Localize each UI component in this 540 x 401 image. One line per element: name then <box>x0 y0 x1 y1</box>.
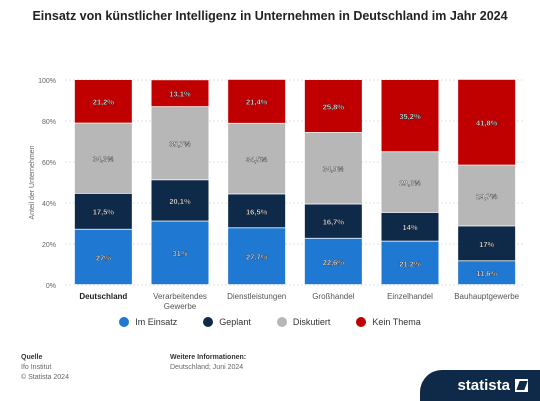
bar-segment <box>74 229 132 285</box>
x-tick-label: Bauhauptgewerbe <box>454 292 519 301</box>
bar-segment <box>304 204 362 238</box>
bar-segment <box>381 80 439 152</box>
data-label: 31% <box>172 249 187 258</box>
bar-segment <box>381 241 439 285</box>
footer: Quelle Ifo Institut © Statista 2024 Weit… <box>0 342 540 401</box>
data-label: 29,7% <box>476 192 498 201</box>
data-label: 21,2% <box>399 259 421 268</box>
x-tick-label: Verarbeitendes <box>153 292 207 301</box>
y-tick-label: 20% <box>42 242 56 249</box>
legend-swatch <box>203 317 214 327</box>
copyright-text: © Statista 2024 <box>21 374 69 381</box>
x-tick-label: Dienstleistungen <box>227 292 286 301</box>
y-tick-label: 0% <box>46 283 56 290</box>
data-label: 16,7% <box>323 218 345 227</box>
bar-segment <box>381 152 439 213</box>
data-label: 27,7% <box>246 253 268 262</box>
chart-area: 0% 20% 40% 60% 80% 100% Anteil der Unternehmen… <box>29 78 525 311</box>
data-label: 14% <box>402 223 417 232</box>
data-label: 34,9% <box>323 165 345 174</box>
legend-label: Kein Thema <box>372 317 421 327</box>
y-tick-label: 60% <box>42 160 56 167</box>
legend-swatch <box>356 317 367 327</box>
x-tick-label: Gewerbe <box>164 302 197 311</box>
chart-title: Einsatz von künstlicher Intelligenz in U… <box>32 9 508 23</box>
data-label: 22,6% <box>323 258 345 267</box>
bar-segment <box>304 80 362 133</box>
y-tick-label: 40% <box>42 201 56 208</box>
source-publisher[interactable]: Ifo Institut <box>21 364 52 371</box>
y-tick-label: 100% <box>38 78 56 85</box>
data-label: 34,3% <box>93 155 115 164</box>
data-label: 11,6% <box>476 269 497 278</box>
legend-item[interactable]: Diskutiert <box>276 317 331 327</box>
source-label: Quelle <box>21 354 43 361</box>
bar-segment <box>228 228 286 285</box>
legend-item[interactable]: Kein Thema <box>356 317 421 327</box>
data-label: 27% <box>96 253 111 262</box>
chart-legend: Im Einsatz Geplant Diskutiert Kein Thema <box>0 317 540 327</box>
bar-segment <box>74 123 132 193</box>
bar-segment <box>458 165 516 226</box>
stacked-bar-chart: 0% 20% 40% 60% 80% 100% Anteil der Unternehmen… <box>29 78 525 311</box>
data-label: 35,2% <box>399 112 421 121</box>
bar-segment <box>151 107 209 180</box>
info-label: Weitere Informationen: <box>170 354 247 361</box>
data-label: 41,8% <box>476 119 498 128</box>
y-axis-label: Anteil der Unternehmen <box>29 145 36 219</box>
y-tick-label: 80% <box>42 119 56 126</box>
bar-segment <box>304 132 362 204</box>
bar-segment <box>458 79 516 165</box>
data-label: 25,8% <box>323 102 345 111</box>
bar-segment <box>151 221 209 285</box>
data-label: 16,5% <box>246 207 268 216</box>
legend-label: Im Einsatz <box>135 317 178 327</box>
legend-label: Diskutiert <box>292 317 331 327</box>
statista-logo[interactable]: statista <box>420 370 540 401</box>
bar-segment <box>151 180 209 221</box>
bar-segment <box>458 261 516 285</box>
bar-segment <box>228 79 286 123</box>
data-label: 20,1% <box>169 197 191 206</box>
data-label: 13,1% <box>169 90 191 99</box>
legend-item[interactable]: Geplant <box>203 317 251 327</box>
bar-segment <box>381 212 439 241</box>
data-label: 29,6% <box>399 179 421 188</box>
bar-segment <box>228 194 286 228</box>
data-label: 34,5% <box>246 155 268 164</box>
bar-segment <box>74 80 132 123</box>
legend-item[interactable]: Im Einsatz <box>119 317 177 327</box>
x-tick-label: Deutschland <box>79 292 127 301</box>
statista-logo-icon <box>515 379 528 392</box>
legend-label: Geplant <box>219 317 251 327</box>
data-label: 21,2% <box>93 98 115 107</box>
bar-segment <box>74 193 132 229</box>
info-text: Deutschland; Juni 2024 <box>170 364 244 371</box>
data-label: 17,5% <box>93 208 115 217</box>
bar-segment <box>228 123 286 194</box>
x-tick-label: Einzelhandel <box>387 292 433 301</box>
data-label: 21,4% <box>246 98 268 107</box>
bar-segment <box>458 226 516 261</box>
legend-swatch <box>119 317 130 327</box>
data-label: 35,7% <box>169 140 191 149</box>
x-tick-label: Großhandel <box>312 292 354 301</box>
bar-segment <box>151 80 209 107</box>
data-label: 17% <box>479 240 494 249</box>
brand-name: statista <box>457 377 510 394</box>
legend-swatch <box>276 317 287 327</box>
bar-segment <box>304 238 362 285</box>
